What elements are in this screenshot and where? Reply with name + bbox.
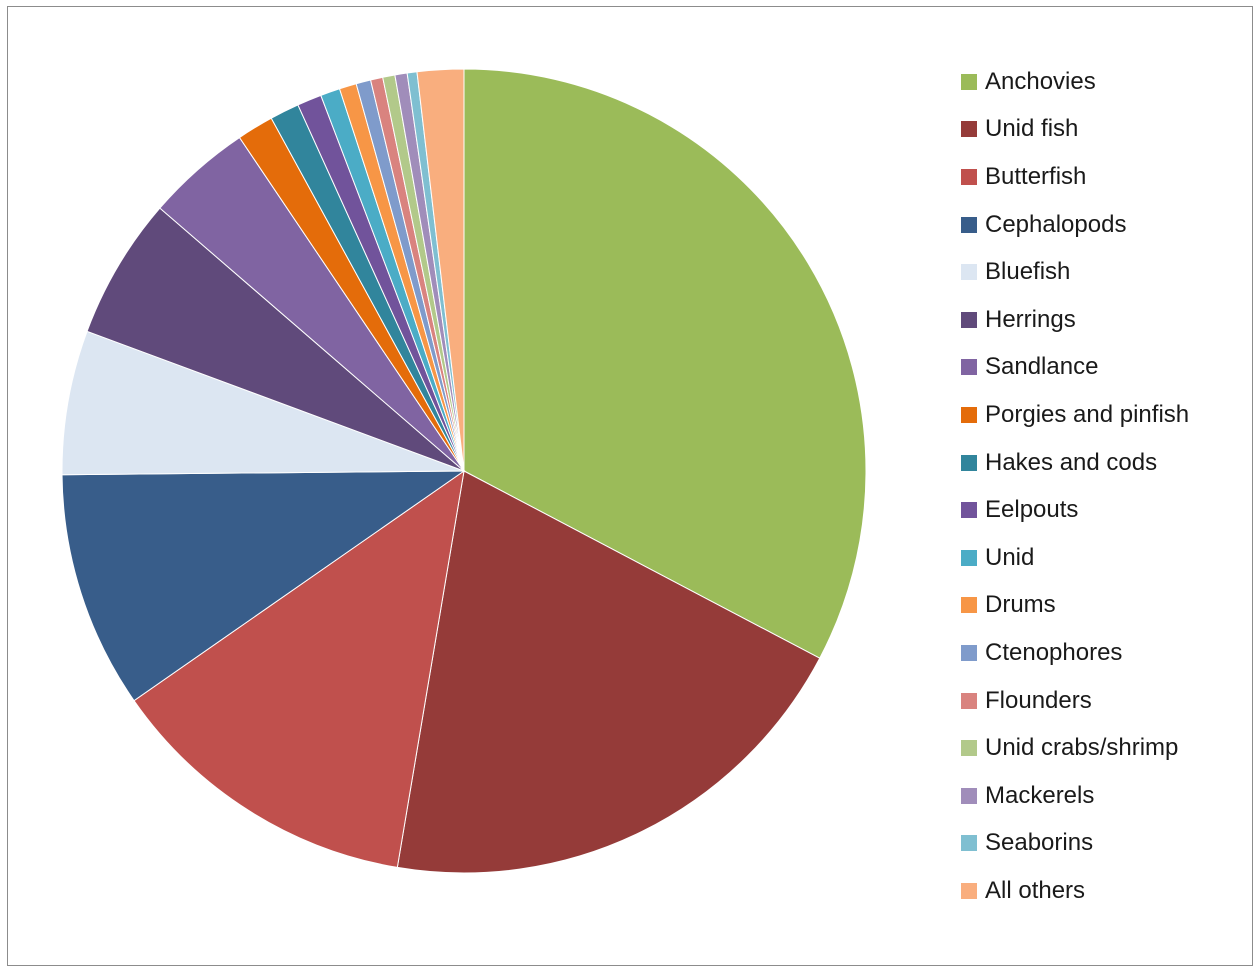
legend-item: Cephalopods: [961, 201, 1189, 249]
pie-slice-0: [463, 68, 867, 659]
pie-slice-3: [61, 470, 466, 702]
legend-item: Sandlance: [961, 344, 1189, 392]
legend-label: Unid fish: [985, 115, 1079, 143]
legend-label: Butterfish: [985, 162, 1087, 190]
pie-slice-4: [61, 330, 465, 476]
legend-item: Anchovies: [961, 58, 1189, 106]
legend-swatch: [961, 359, 977, 376]
legend-swatch: [961, 692, 977, 709]
legend-swatch: [961, 406, 977, 423]
legend-swatch: [961, 835, 977, 852]
legend-swatch: [961, 502, 977, 519]
legend-label: Unid: [985, 543, 1035, 571]
legend-swatch: [961, 454, 977, 471]
legend-swatch: [961, 597, 977, 614]
legend-label: Anchovies: [985, 67, 1096, 95]
legend-swatch: [961, 264, 977, 281]
legend-label: Unid crabs/shrimp: [985, 734, 1179, 762]
legend-label: Herrings: [985, 305, 1076, 333]
pie-slice-1: [396, 470, 821, 874]
pie-slice-2: [133, 469, 465, 869]
legend-item: Flounders: [961, 677, 1189, 725]
legend-item: Unid fish: [961, 106, 1189, 154]
legend-item: Herrings: [961, 296, 1189, 344]
pie-slice-5: [86, 207, 465, 472]
legend-swatch: [961, 73, 977, 90]
legend-label: Hakes and cods: [985, 448, 1158, 476]
legend-label: Seaborins: [985, 829, 1094, 857]
pie-slice-17: [416, 68, 465, 472]
legend-label: Flounders: [985, 686, 1092, 714]
legend-label: Eelpouts: [985, 496, 1079, 524]
legend-label: Mackerels: [985, 781, 1095, 809]
legend-item: Porgies and pinfish: [961, 391, 1189, 439]
legend-item: Butterfish: [961, 153, 1189, 201]
legend-swatch: [961, 121, 977, 138]
legend-item: Seaborins: [961, 820, 1189, 868]
legend-label: Bluefish: [985, 258, 1071, 286]
legend-label: All others: [985, 876, 1086, 904]
legend-item: Unid crabs/shrimp: [961, 724, 1189, 772]
legend-swatch: [961, 168, 977, 185]
legend-swatch: [961, 787, 977, 804]
chart-legend: Anchovies Unid fish Butterfish Cephalopods B…: [961, 58, 1189, 915]
legend-label: Porgies and pinfish: [985, 400, 1190, 428]
legend-item: Ctenophores: [961, 629, 1189, 677]
legend-swatch: [961, 216, 977, 233]
legend-item: Mackerels: [961, 772, 1189, 820]
legend-swatch: [961, 311, 977, 328]
legend-item: Hakes and cods: [961, 439, 1189, 487]
legend-item: All others: [961, 867, 1189, 915]
legend-item: Unid: [961, 534, 1189, 582]
legend-label: Sandlance: [985, 353, 1099, 381]
legend-label: Ctenophores: [985, 638, 1123, 666]
legend-swatch: [961, 740, 977, 757]
legend-item: Bluefish: [961, 248, 1189, 296]
legend-item: Eelpouts: [961, 486, 1189, 534]
legend-swatch: [961, 882, 977, 899]
legend-item: Drums: [961, 582, 1189, 630]
legend-label: Drums: [985, 591, 1056, 619]
legend-swatch: [961, 644, 977, 661]
legend-swatch: [961, 549, 977, 566]
legend-label: Cephalopods: [985, 210, 1127, 238]
